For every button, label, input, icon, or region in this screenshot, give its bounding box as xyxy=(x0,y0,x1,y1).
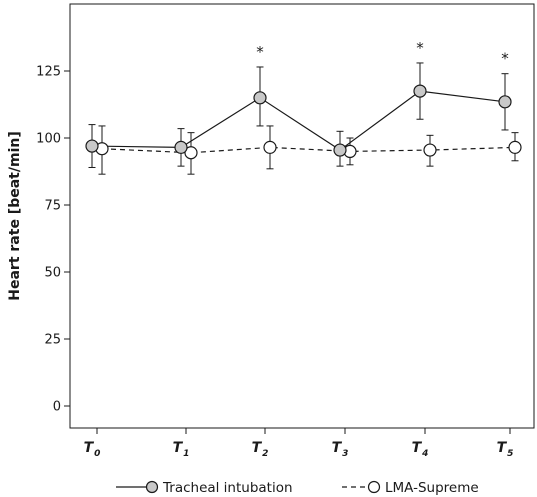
data-point xyxy=(174,140,188,154)
data-point xyxy=(253,91,267,105)
data-point xyxy=(423,143,437,157)
x-tick-label-subscript: 0 xyxy=(94,449,100,459)
y-tick-label: 100 xyxy=(36,132,61,147)
legend: Tracheal intubation LMA-Supreme xyxy=(116,480,479,496)
data-point xyxy=(508,140,522,154)
x-tick-label: T3 xyxy=(332,440,349,459)
x-tick-label-subscript: 4 xyxy=(421,449,428,459)
x-axis: T0 T1 T2 T3 T4 T5 xyxy=(84,428,514,459)
y-tick-label: 75 xyxy=(44,199,61,214)
significance-marker: * xyxy=(256,43,264,61)
legend-marker-open xyxy=(367,480,381,494)
y-tick-label: 0 xyxy=(53,400,61,415)
x-tick-label: T0 xyxy=(84,440,101,459)
x-tick-label: T5 xyxy=(497,440,514,459)
data-point xyxy=(263,140,277,154)
x-tick-label: T2 xyxy=(252,440,269,459)
y-tick-label: 50 xyxy=(44,266,61,281)
x-tick-label-subscript: 1 xyxy=(183,449,189,459)
series-layer: * * * xyxy=(85,39,522,175)
x-tick-label-base: T xyxy=(173,440,184,456)
y-tick-label: 125 xyxy=(36,65,61,80)
significance-marker: * xyxy=(416,39,424,57)
data-point xyxy=(413,84,427,98)
x-tick-label-base: T xyxy=(332,440,343,456)
x-tick-label-base: T xyxy=(497,440,508,456)
significance-marker: * xyxy=(501,50,509,68)
data-point xyxy=(498,95,512,109)
x-tick-label-base: T xyxy=(84,440,95,456)
data-point xyxy=(333,143,347,157)
legend-label: Tracheal intubation xyxy=(162,480,293,496)
y-axis: 0 25 50 75 100 125 xyxy=(36,65,70,415)
x-tick-label: T4 xyxy=(412,440,429,459)
data-point xyxy=(184,146,198,160)
series-line-lma-supreme xyxy=(101,146,516,154)
plot-frame xyxy=(69,3,535,429)
legend-label: LMA-Supreme xyxy=(385,480,479,496)
data-point xyxy=(85,139,99,153)
series-line-tracheal-intubation xyxy=(91,90,506,151)
x-tick-label: T1 xyxy=(173,440,190,459)
y-axis-title: Heart rate [beat/min] xyxy=(7,131,23,300)
x-tick-label-base: T xyxy=(412,440,423,456)
x-tick-label-subscript: 5 xyxy=(507,449,513,459)
legend-marker-filled xyxy=(145,480,159,494)
y-tick-label: 25 xyxy=(44,333,61,348)
x-tick-label-base: T xyxy=(252,440,263,456)
x-tick-label-subscript: 2 xyxy=(262,449,268,459)
x-tick-label-subscript: 3 xyxy=(342,449,348,459)
